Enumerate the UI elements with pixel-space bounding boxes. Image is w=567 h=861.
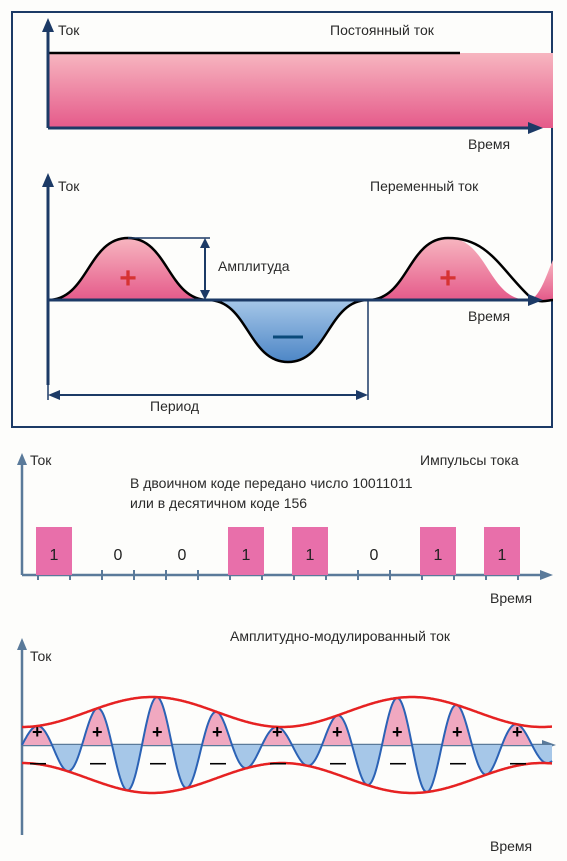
p3-title: Импульсы тока — [420, 452, 519, 468]
bit-4: 1 — [306, 547, 315, 564]
svg-text:—: — — [30, 755, 46, 772]
bit-1: 0 — [114, 547, 123, 564]
p1-xlabel: Время — [468, 136, 510, 152]
svg-text:—: — — [390, 755, 406, 772]
p4-xlabel: Время — [490, 838, 532, 854]
dc-fill — [48, 53, 553, 128]
svg-text:+: + — [212, 722, 223, 742]
p3-line1: В двоичном коде передано число 10011011 — [130, 475, 413, 491]
svg-text:+: + — [332, 722, 343, 742]
svg-text:—: — — [330, 755, 346, 772]
svg-text:—: — — [270, 755, 286, 772]
p4-ylabel: Ток — [30, 648, 51, 664]
p2-period: Период — [150, 398, 199, 414]
svg-text:+: + — [392, 722, 403, 742]
svg-text:—: — — [150, 755, 166, 772]
bit-6: 1 — [434, 547, 443, 564]
svg-text:+: + — [452, 722, 463, 742]
p1-title: Постоянный ток — [330, 22, 434, 38]
svg-text:—: — — [450, 755, 466, 772]
ac-plus-2: + — [439, 262, 457, 295]
svg-text:—: — — [510, 755, 526, 772]
p2-ylabel: Ток — [58, 178, 79, 194]
bit-5: 0 — [370, 547, 379, 564]
svg-text:+: + — [512, 722, 523, 742]
p1-ylabel: Ток — [58, 22, 79, 38]
p3-line2: или в десятичном коде 156 — [130, 495, 307, 511]
ac-plus-1: + — [119, 262, 137, 295]
svg-text:—: — — [210, 755, 226, 772]
p4-title: Амплитудно-модулированный ток — [230, 628, 450, 644]
p2-title: Переменный ток — [370, 178, 478, 194]
svg-text:+: + — [32, 722, 43, 742]
svg-text:+: + — [152, 722, 163, 742]
p3-xlabel: Время — [490, 590, 532, 606]
svg-text:+: + — [272, 722, 283, 742]
bit-3: 1 — [242, 547, 251, 564]
p2-xlabel: Время — [468, 308, 510, 324]
svg-text:—: — — [90, 755, 106, 772]
ac-minus: — — [273, 319, 303, 352]
svg-text:+: + — [92, 722, 103, 742]
bit-0: 1 — [50, 547, 59, 564]
top-box: + + — — [0, 0, 567, 440]
p2-amplitude: Амплитуда — [218, 258, 290, 274]
p3-ylabel: Ток — [30, 452, 51, 468]
bit-7: 1 — [498, 547, 507, 564]
pulses-panel: 1 0 0 1 1 0 1 1 — [0, 445, 567, 615]
bit-2: 0 — [178, 547, 187, 564]
am-panel: + + + + + + + + + — — — — — — — — — — [0, 630, 567, 860]
